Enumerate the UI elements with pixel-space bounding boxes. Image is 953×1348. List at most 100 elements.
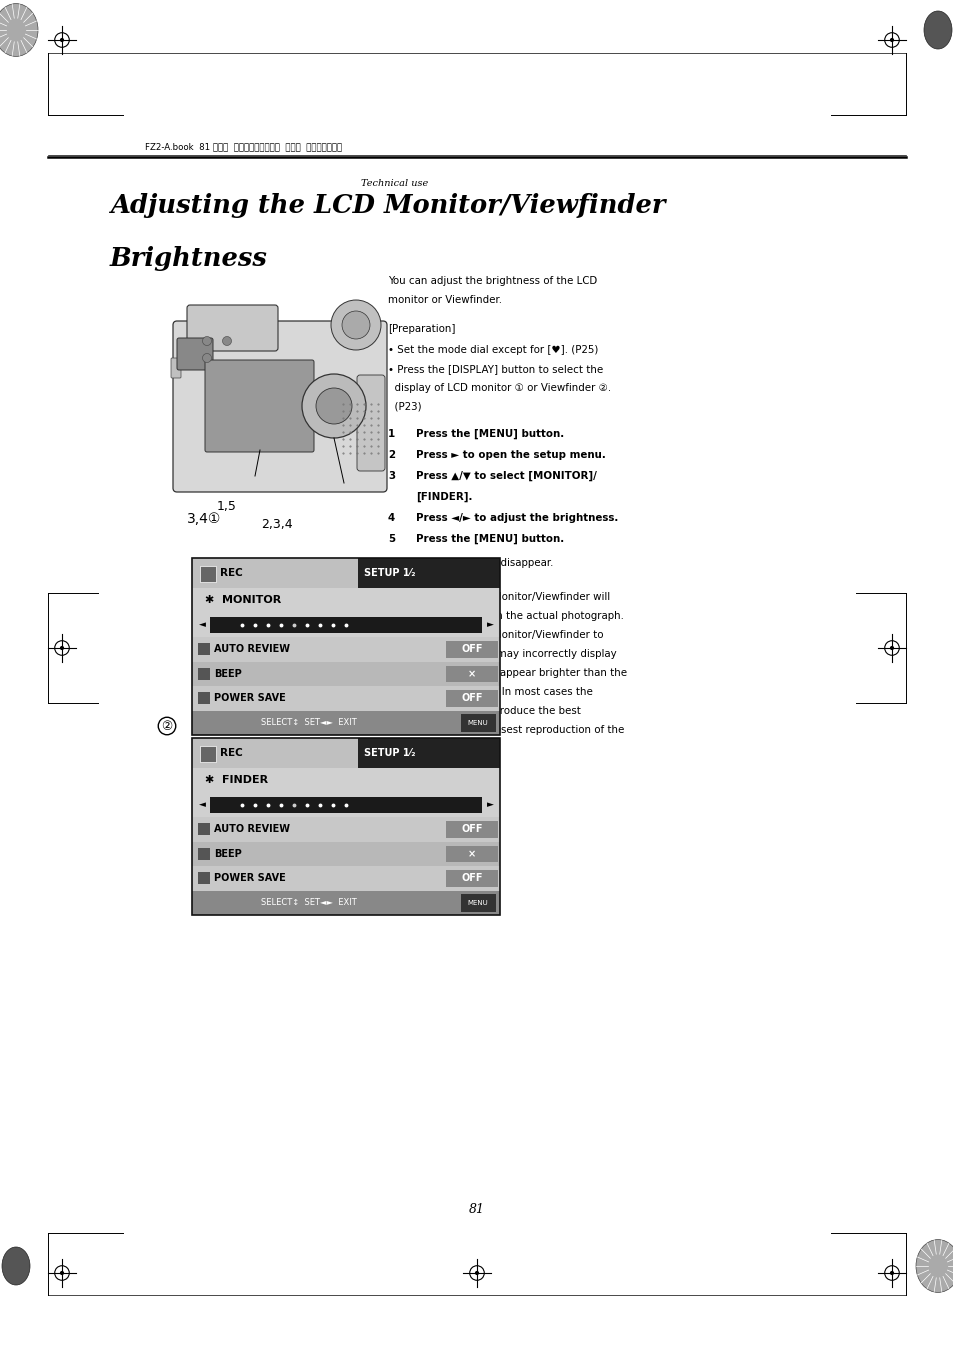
Bar (446, 845, 497, 861)
Text: REC: REC (220, 568, 242, 578)
Text: the scene making it appear brighter than the: the scene making it appear brighter than… (388, 669, 626, 678)
Circle shape (302, 373, 366, 438)
FancyBboxPatch shape (205, 360, 314, 452)
Text: OFF: OFF (460, 693, 482, 704)
Text: MENU: MENU (467, 720, 488, 725)
FancyBboxPatch shape (187, 305, 277, 350)
Bar (446, 869, 497, 887)
Text: performance and closest reproduction of the: performance and closest reproduction of … (388, 725, 623, 735)
Text: FZ2-A.book  81 ページ  ２００３年８月６日  水曜日  午前１０時０分: FZ2-A.book 81 ページ ２００３年８月６日 水曜日 午前１０時０分 (145, 142, 342, 151)
Bar (192, 710, 499, 735)
FancyBboxPatch shape (460, 713, 496, 732)
Text: SELECT↕  SET◄►  EXIT: SELECT↕ SET◄► EXIT (261, 898, 356, 907)
Text: BEEP: BEEP (213, 669, 241, 679)
Bar (192, 817, 499, 841)
Text: not lighten or darken the actual photograph.: not lighten or darken the actual photogr… (388, 611, 623, 621)
Bar (192, 737, 358, 768)
Text: Press the [MENU] button.: Press the [MENU] button. (416, 429, 563, 439)
Text: REC: REC (220, 748, 242, 758)
Bar (198, 693, 210, 704)
Bar (358, 737, 499, 768)
Text: • Adjusting the LCD Monitor/Viewfinder to: • Adjusting the LCD Monitor/Viewfinder t… (388, 630, 603, 640)
Circle shape (222, 337, 232, 345)
Text: POWER SAVE: POWER SAVE (213, 874, 286, 883)
Bar (200, 566, 215, 582)
Text: 5: 5 (388, 534, 395, 545)
Text: [Preparation]: [Preparation] (388, 324, 455, 334)
Text: AUTO REVIEW: AUTO REVIEW (213, 824, 290, 834)
Text: monitor or Viewfinder.: monitor or Viewfinder. (388, 295, 501, 305)
Text: SETUP 1⁄₂: SETUP 1⁄₂ (364, 568, 416, 578)
Circle shape (889, 38, 893, 42)
Bar (446, 666, 497, 682)
Circle shape (889, 1271, 893, 1275)
Bar (446, 821, 497, 837)
Bar (192, 737, 499, 915)
Text: • Adjusting the LCD Monitor/Viewfinder will: • Adjusting the LCD Monitor/Viewfinder w… (388, 592, 610, 603)
Text: MENU: MENU (467, 899, 488, 906)
Bar (198, 872, 210, 884)
Bar (192, 662, 499, 686)
Text: 3,4①: 3,4① (187, 512, 221, 526)
Circle shape (889, 646, 893, 650)
Ellipse shape (915, 1240, 953, 1293)
Text: • Set the mode dial except for [♥]. (P25): • Set the mode dial except for [♥]. (P25… (388, 345, 598, 355)
Text: display of LCD monitor ① or Viewfinder ②.: display of LCD monitor ① or Viewfinder ②… (388, 383, 611, 394)
Bar (210, 797, 481, 813)
Circle shape (475, 1271, 478, 1275)
Text: 4: 4 (388, 514, 395, 523)
Text: ►: ► (486, 801, 493, 809)
Text: ◄: ◄ (198, 801, 205, 809)
Text: SELECT↕  SET◄►  EXIT: SELECT↕ SET◄► EXIT (261, 718, 356, 728)
Bar (192, 841, 499, 865)
Text: Adjusting the LCD Monitor/Viewfinder: Adjusting the LCD Monitor/Viewfinder (110, 193, 665, 218)
Text: actual photo will be. In most cases the: actual photo will be. In most cases the (388, 687, 592, 697)
Text: Press the [MENU] button.: Press the [MENU] button. (416, 534, 563, 545)
Text: • The menu will disappear.: • The menu will disappear. (416, 558, 553, 568)
Text: actual scene.: actual scene. (388, 744, 462, 754)
Text: Technical use: Technical use (361, 179, 428, 187)
Text: You can adjust the brightness of the LCD: You can adjust the brightness of the LCD (388, 276, 597, 286)
Text: 2,3,4: 2,3,4 (261, 518, 293, 531)
Bar (358, 558, 499, 588)
Text: brighten the image may incorrectly display: brighten the image may incorrectly displ… (388, 648, 616, 659)
Text: 3: 3 (388, 470, 395, 481)
Circle shape (202, 337, 212, 345)
Bar (200, 745, 215, 762)
Bar (192, 793, 499, 817)
Bar (446, 642, 497, 658)
Circle shape (60, 646, 64, 650)
Bar (192, 558, 499, 735)
Text: Brightness: Brightness (110, 245, 268, 271)
Text: ►: ► (486, 620, 493, 630)
Text: ×: × (468, 849, 476, 859)
Text: OFF: OFF (460, 824, 482, 834)
Text: OFF: OFF (460, 644, 482, 654)
Bar (198, 824, 210, 836)
FancyBboxPatch shape (171, 359, 181, 377)
FancyBboxPatch shape (460, 894, 496, 913)
Text: AUTO REVIEW: AUTO REVIEW (213, 644, 290, 654)
Text: 1,5: 1,5 (217, 500, 236, 514)
FancyBboxPatch shape (172, 321, 387, 492)
Text: [FINDER].: [FINDER]. (416, 492, 472, 503)
Text: OFF: OFF (460, 874, 482, 883)
Bar (192, 638, 499, 662)
FancyBboxPatch shape (356, 375, 385, 470)
Bar (192, 768, 499, 793)
Text: FINDER: FINDER (222, 775, 268, 786)
Circle shape (331, 301, 380, 350)
Text: default setting will produce the best: default setting will produce the best (388, 706, 580, 716)
FancyBboxPatch shape (177, 338, 213, 369)
Ellipse shape (0, 4, 38, 57)
Ellipse shape (2, 1247, 30, 1285)
Bar (198, 667, 210, 679)
Text: 81: 81 (469, 1202, 484, 1216)
Text: POWER SAVE: POWER SAVE (213, 693, 286, 704)
Bar (192, 891, 499, 915)
Circle shape (315, 388, 352, 425)
Bar (192, 588, 499, 612)
Text: (P23): (P23) (388, 402, 421, 412)
Circle shape (341, 311, 370, 338)
Text: ×: × (468, 669, 476, 679)
